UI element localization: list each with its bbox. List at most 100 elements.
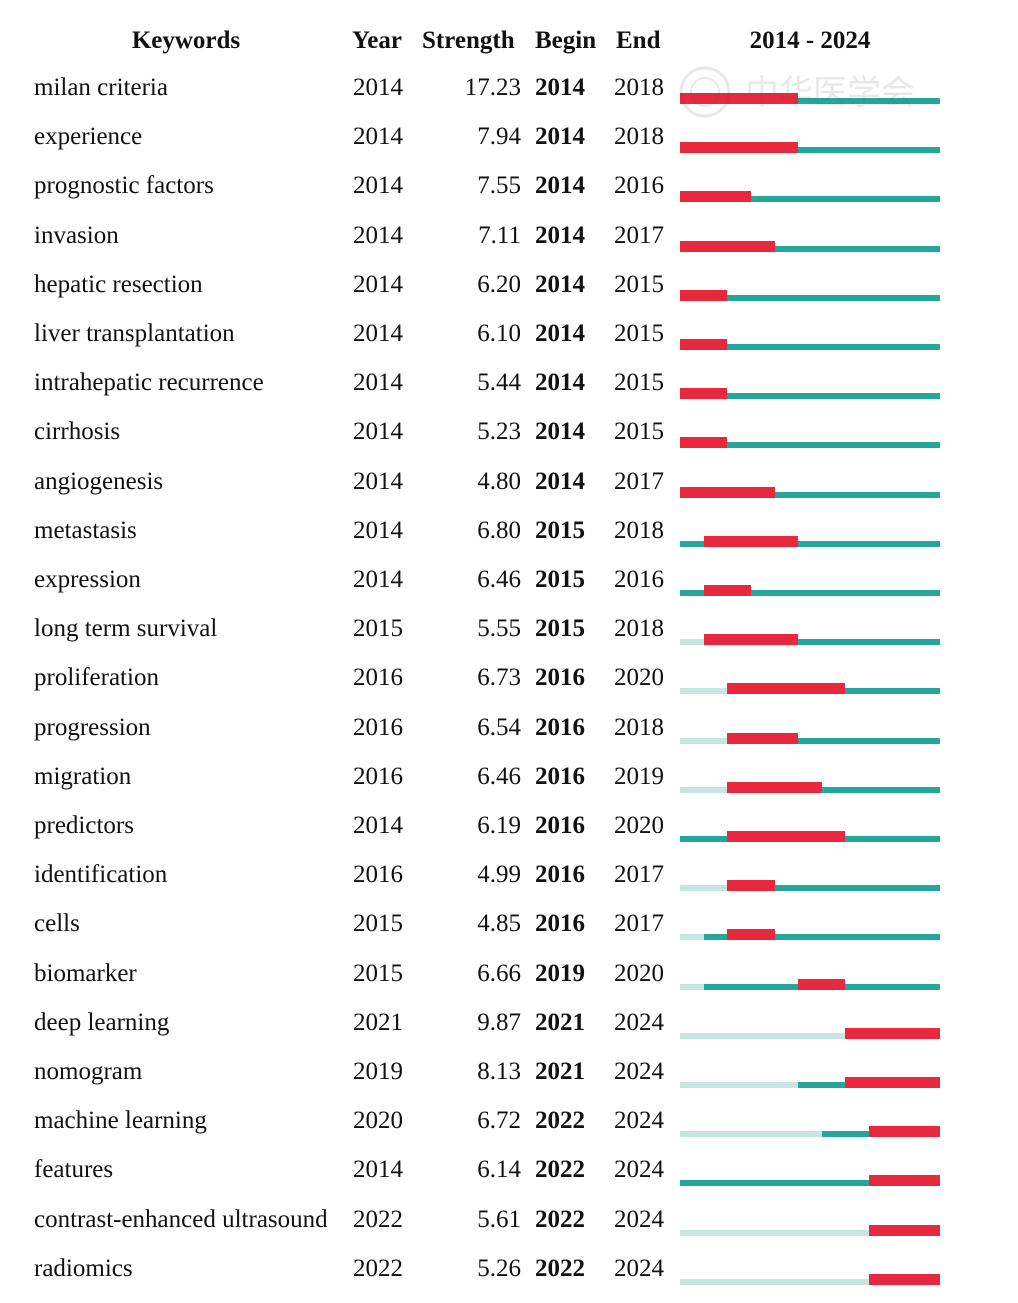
strength-cell: 4.80 — [477, 467, 521, 495]
timeline-inactive-segment — [680, 983, 704, 990]
strength-cell: 6.10 — [477, 320, 521, 347]
year-cell: 2014 — [353, 74, 403, 101]
burst-bar — [703, 634, 799, 646]
burst-bar — [680, 93, 799, 104]
year-cell: 2016 — [353, 762, 403, 790]
timeline-active-segment — [845, 836, 940, 842]
timeline-active-segment — [680, 540, 704, 547]
burst-timeline — [680, 607, 940, 656]
timeline-inactive-segment — [680, 688, 728, 695]
begin-cell: 2014 — [535, 221, 585, 249]
end-cell: 2017 — [614, 910, 664, 938]
begin-cell: 2022 — [535, 1156, 585, 1184]
burst-bar — [680, 240, 775, 252]
timeline-active-segment — [703, 934, 728, 941]
header-year: Year — [352, 27, 402, 54]
table-row: liver transplantation 2014 6.10 2014 2015 — [0, 312, 1018, 361]
timeline-active-segment — [750, 590, 940, 596]
begin-cell: 2014 — [535, 123, 585, 151]
year-cell: 2016 — [353, 861, 403, 889]
timeline-inactive-segment — [680, 639, 704, 646]
begin-cell: 2021 — [535, 1008, 585, 1036]
table-row: metastasis 2014 6.80 2015 2018 — [0, 509, 1018, 558]
timeline-active-segment — [798, 737, 940, 744]
begin-cell: 2016 — [535, 861, 585, 889]
year-cell: 2021 — [353, 1008, 403, 1036]
timeline-inactive-segment — [680, 1229, 870, 1236]
year-cell: 2014 — [353, 418, 403, 446]
burst-timeline — [680, 1050, 940, 1099]
table-row: hepatic resection 2014 6.20 2014 2015 — [0, 263, 1018, 312]
burst-timeline — [680, 656, 940, 705]
table-row: migration 2016 6.46 2016 2019 — [0, 755, 1018, 804]
keyword-cell: deep learning — [34, 1008, 170, 1036]
strength-cell: 6.73 — [477, 664, 521, 692]
burst-bar — [845, 1027, 940, 1039]
begin-cell: 2019 — [535, 959, 585, 987]
begin-cell: 2014 — [535, 74, 585, 101]
timeline-active-segment — [798, 1082, 846, 1088]
begin-cell: 2014 — [535, 369, 585, 397]
timeline-inactive-segment — [680, 786, 728, 793]
strength-cell: 4.85 — [477, 910, 521, 938]
header-timeline-range: 2014 - 2024 — [749, 27, 871, 54]
table-row: machine learning 2020 6.72 2022 2024 — [0, 1099, 1018, 1148]
year-cell: 2014 — [353, 221, 403, 249]
keyword-cell: intrahepatic recurrence — [34, 369, 264, 397]
timeline-active-segment — [727, 393, 940, 400]
keyword-cell: predictors — [34, 812, 134, 839]
year-cell: 2014 — [353, 320, 403, 347]
keyword-cell: invasion — [34, 221, 119, 249]
year-cell: 2015 — [353, 910, 403, 938]
keyword-cell: biomarker — [34, 959, 137, 987]
end-cell: 2015 — [614, 270, 664, 298]
burst-bar — [727, 781, 822, 793]
keyword-cell: nomogram — [34, 1058, 143, 1085]
end-cell: 2018 — [614, 123, 664, 151]
strength-cell: 6.66 — [477, 959, 521, 987]
burst-timeline — [680, 1198, 940, 1247]
burst-bar — [680, 437, 728, 449]
burst-bar — [798, 978, 846, 990]
burst-bar — [680, 191, 751, 203]
year-cell: 2020 — [353, 1107, 403, 1135]
table-row: contrast-enhanced ultrasound 2022 5.61 2022… — [0, 1198, 1018, 1247]
strength-cell: 7.94 — [477, 123, 521, 151]
keyword-cell: contrast-enhanced ultrasound — [34, 1205, 328, 1233]
burst-bar — [869, 1175, 940, 1187]
burst-bar — [727, 683, 846, 695]
strength-cell: 9.87 — [477, 1008, 521, 1036]
end-cell: 2020 — [614, 664, 664, 692]
burst-bar — [680, 388, 728, 400]
begin-cell: 2014 — [535, 270, 585, 298]
end-cell: 2018 — [614, 516, 664, 544]
table-row: prognostic factors 2014 7.55 2014 2016 — [0, 164, 1018, 213]
burst-timeline — [680, 115, 940, 164]
timeline-inactive-segment — [680, 1131, 822, 1138]
burst-bar — [869, 1224, 940, 1236]
table-row: invasion 2014 7.11 2014 2017 — [0, 214, 1018, 263]
begin-cell: 2022 — [535, 1107, 585, 1135]
end-cell: 2016 — [614, 566, 664, 593]
year-cell: 2015 — [353, 615, 403, 643]
table-row: cells 2015 4.85 2016 2017 — [0, 902, 1018, 951]
burst-bar — [703, 535, 799, 547]
strength-cell: 4.99 — [477, 861, 521, 889]
burst-bar — [869, 1273, 940, 1285]
timeline-active-segment — [774, 491, 940, 498]
timeline-inactive-segment — [680, 1082, 799, 1088]
burst-timeline — [680, 1001, 940, 1050]
table-row: progression 2016 6.54 2016 2018 — [0, 706, 1018, 755]
year-cell: 2015 — [353, 959, 403, 987]
timeline-active-segment — [798, 147, 940, 154]
end-cell: 2017 — [614, 221, 664, 249]
begin-cell: 2015 — [535, 516, 585, 544]
keyword-cell: features — [34, 1156, 114, 1184]
end-cell: 2019 — [614, 762, 664, 790]
year-cell: 2022 — [353, 1205, 403, 1233]
strength-cell: 7.55 — [477, 172, 521, 200]
keyword-cell: radiomics — [34, 1254, 133, 1282]
year-cell: 2014 — [353, 172, 403, 200]
burst-timeline — [680, 755, 940, 804]
